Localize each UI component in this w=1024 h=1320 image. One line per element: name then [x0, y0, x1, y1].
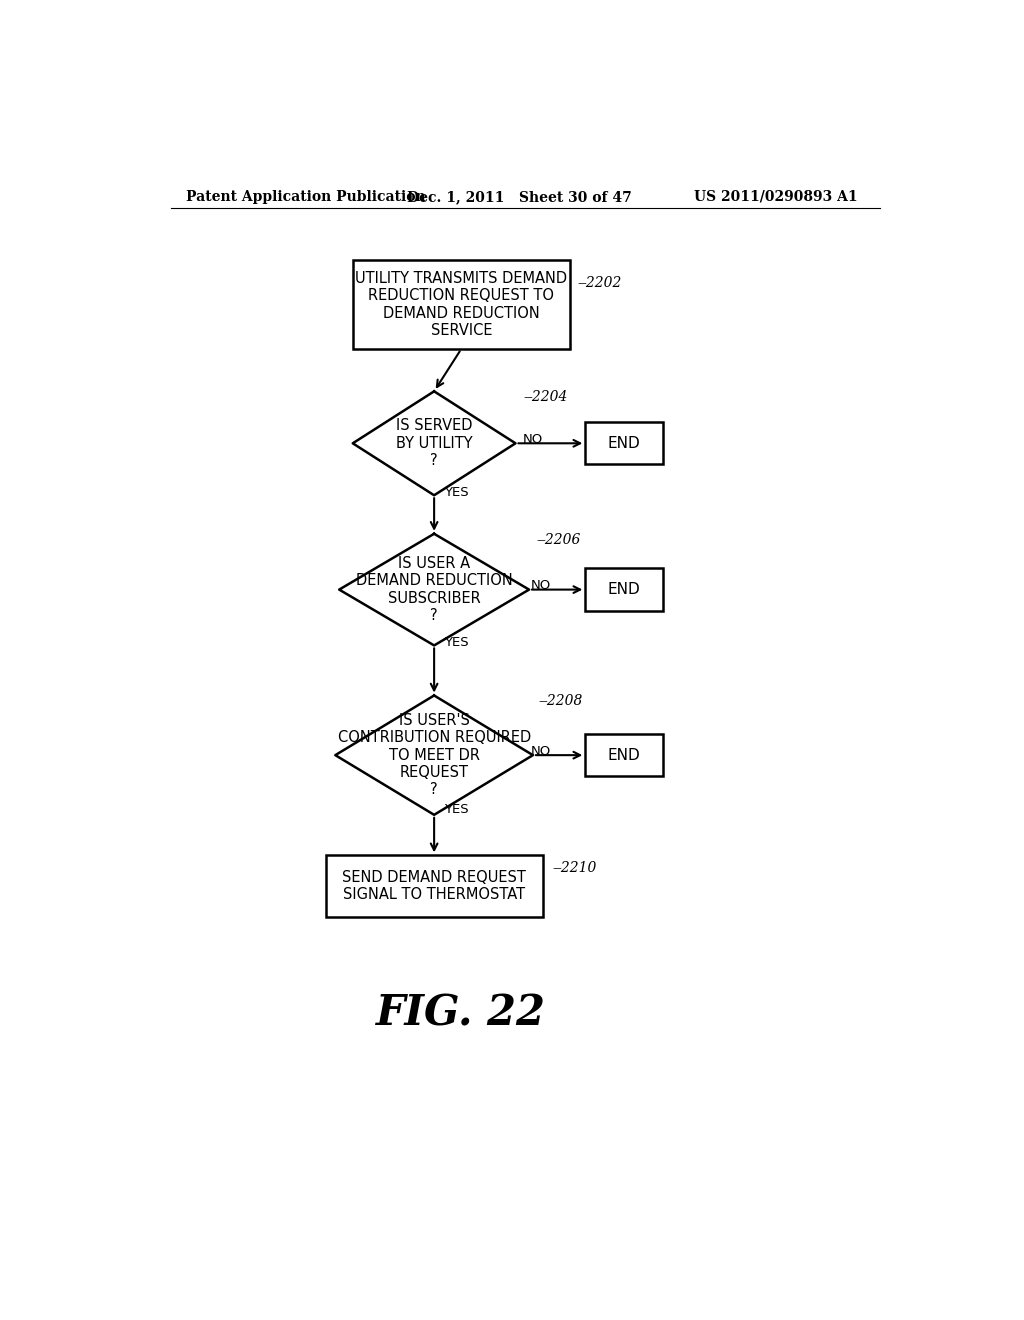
Text: NO: NO	[531, 579, 551, 593]
Text: Patent Application Publication: Patent Application Publication	[186, 190, 426, 203]
Bar	[586, 422, 663, 465]
Text: END: END	[607, 747, 640, 763]
Polygon shape	[339, 533, 529, 645]
Text: ‒2202: ‒2202	[578, 276, 622, 290]
Bar	[352, 260, 569, 348]
Text: NO: NO	[523, 433, 544, 446]
Text: IS SERVED
BY UTILITY
?: IS SERVED BY UTILITY ?	[396, 418, 472, 469]
Text: Dec. 1, 2011   Sheet 30 of 47: Dec. 1, 2011 Sheet 30 of 47	[407, 190, 632, 203]
Text: YES: YES	[444, 636, 469, 649]
Text: YES: YES	[444, 803, 469, 816]
Polygon shape	[335, 696, 532, 814]
Text: IS USER A
DEMAND REDUCTION
SUBSCRIBER
?: IS USER A DEMAND REDUCTION SUBSCRIBER ?	[355, 556, 512, 623]
Bar	[326, 855, 543, 917]
Text: FIG. 22: FIG. 22	[376, 993, 546, 1034]
Bar	[586, 569, 663, 611]
Polygon shape	[352, 391, 515, 495]
Text: NO: NO	[531, 744, 551, 758]
Text: IS USER'S
CONTRIBUTION REQUIRED
TO MEET DR
REQUEST
?: IS USER'S CONTRIBUTION REQUIRED TO MEET …	[338, 713, 530, 797]
Text: ‒2208: ‒2208	[539, 694, 583, 709]
Text: YES: YES	[444, 486, 469, 499]
Text: UTILITY TRANSMITS DEMAND
REDUCTION REQUEST TO
DEMAND REDUCTION
SERVICE: UTILITY TRANSMITS DEMAND REDUCTION REQUE…	[355, 271, 567, 338]
Text: ‒2204: ‒2204	[523, 391, 567, 404]
Text: ‒2206: ‒2206	[537, 532, 581, 546]
Text: SEND DEMAND REQUEST
SIGNAL TO THERMOSTAT: SEND DEMAND REQUEST SIGNAL TO THERMOSTAT	[342, 870, 526, 903]
Text: END: END	[607, 582, 640, 597]
Bar	[586, 734, 663, 776]
Text: ‒2210: ‒2210	[553, 862, 597, 875]
Text: END: END	[607, 436, 640, 451]
Text: US 2011/0290893 A1: US 2011/0290893 A1	[693, 190, 857, 203]
